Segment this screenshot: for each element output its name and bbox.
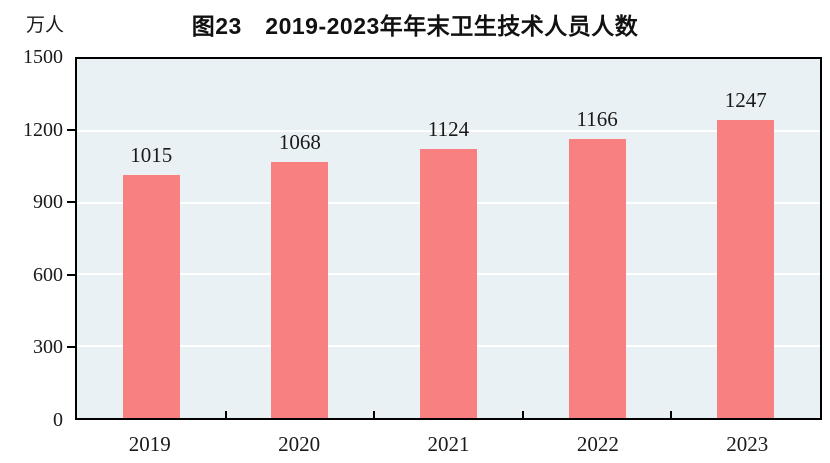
x-axis-tick [373,411,376,418]
y-axis-label-1500: 1500 [23,46,63,68]
plot-area: 1015 1068 1124 1166 1247 [75,57,822,420]
y-axis-label-600: 600 [33,263,63,286]
bar-group-2020: 1068 [226,59,375,418]
x-axis-labels: 2019 2020 2021 2022 2023 [75,425,822,457]
chart-title: 图23 2019-2023年年末卫生技术人员人数 [191,13,639,39]
bar-value-label: 1015 [130,143,173,168]
bar-value-label: 1166 [576,106,618,131]
x-axis-tick [224,411,227,418]
y-axis-label-0: 0 [53,409,63,431]
y-axis-tick [67,273,75,276]
bar-2021 [419,149,477,418]
y-axis-tick [67,201,75,204]
y-axis-unit-label: 万人 [26,15,65,36]
bar-value-label: 1247 [724,87,767,112]
y-axis-tick [67,128,75,131]
x-axis-tick [521,411,524,418]
y-axis-label-1200: 1200 [23,118,63,141]
bar-2022 [568,138,626,418]
bar-value-label: 1124 [427,117,470,141]
x-axis-label-2020: 2020 [278,432,321,456]
bar-2020 [271,162,329,418]
x-axis-label-2021: 2021 [427,432,470,456]
x-axis-label-2023: 2023 [726,432,769,456]
bar-value-label: 1068 [278,130,321,155]
bar-group-2019: 1015 [77,59,226,418]
bar-2019 [122,175,180,418]
bar-group-2021: 1124 [374,59,523,418]
y-axis-label-900: 900 [33,191,63,214]
y-axis-label-300: 300 [33,336,63,359]
bar-2023 [717,119,775,418]
x-axis-label-2022: 2022 [576,432,619,456]
bar-group-2022: 1166 [523,59,672,418]
x-axis-tick [670,411,673,418]
bar-group-2023: 1247 [671,59,820,418]
x-axis-label-2019: 2019 [128,432,171,456]
gridline-1200 [77,129,820,132]
y-axis-tick [67,346,75,349]
y-axis-labels: 0 300 600 900 1200 1500 [0,46,63,431]
